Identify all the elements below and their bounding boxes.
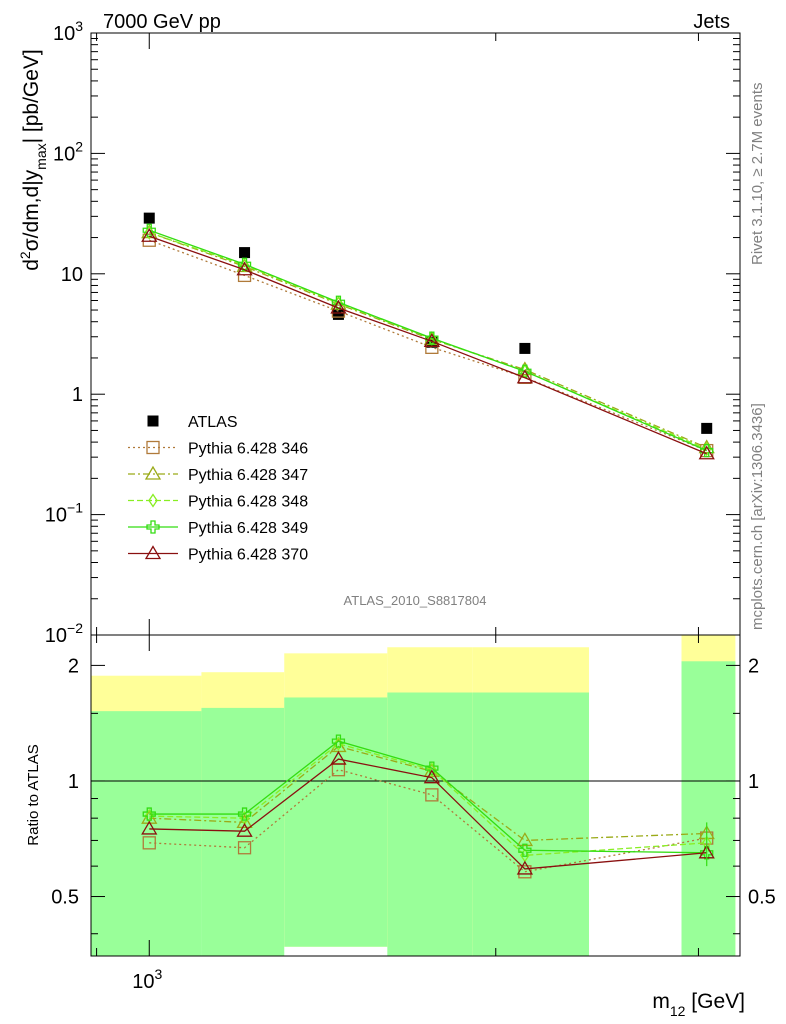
ratio-point: [237, 807, 252, 821]
legend-marker: [144, 545, 162, 560]
header-left: 7000 GeV pp: [103, 11, 221, 33]
axes: 10−2 10−1 1 10 102 103 103 0.5 0.5 1 1 2 2: [45, 18, 776, 993]
ratio-band-green: [472, 692, 589, 956]
data-point: [239, 247, 251, 259]
ratio-uncertainty-bands: [91, 635, 736, 956]
ratio-y-tick-label: 1: [68, 771, 79, 793]
main-y-axis-label: d2σ/dm,d|ymax| [pb/GeV]: [17, 49, 49, 271]
ratio-line: [149, 743, 707, 857]
ratio-line: [149, 745, 707, 842]
data-point: [425, 331, 439, 345]
data-point: [143, 212, 155, 224]
ratio-plot-frame: [90, 634, 741, 957]
ratio-point: [700, 846, 714, 860]
legend-label: Pythia 6.428 348: [188, 494, 308, 511]
data-point: [330, 299, 347, 314]
data-point: [519, 342, 531, 354]
data-point: [426, 336, 438, 348]
analysis-id: ATLAS_2010_S8817804: [344, 593, 487, 608]
ratio-point: [330, 750, 347, 765]
ratio-line: [149, 758, 707, 870]
data-point: [142, 223, 156, 237]
ratio-point: [236, 822, 253, 837]
series-line: [149, 229, 707, 452]
legend: ATLAS Pythia 6.428 346 Pythia 6.428 347 Pyt…: [128, 414, 308, 564]
data-point: [516, 361, 534, 376]
ratio-series: [141, 734, 715, 879]
legend-marker: [146, 440, 160, 455]
main-y-tick-label: 103: [53, 18, 83, 45]
ratio-y-tick-label-right: 2: [748, 655, 759, 677]
ratio-point: [142, 836, 156, 850]
ratio-point: [423, 769, 440, 784]
ratio-y-tick-label-right: 0.5: [748, 887, 776, 909]
x-tick-label: 103: [132, 966, 162, 993]
main-y-tick-label: 102: [53, 138, 83, 165]
main-y-tick-label: 10: [61, 264, 83, 286]
ratio-y-tick-label: 2: [68, 655, 79, 677]
main-y-tick-label: 10−2: [45, 620, 83, 647]
ratio-point: [141, 820, 158, 835]
data-point: [698, 445, 715, 460]
main-series: [141, 212, 715, 460]
side-label-mcplots: mcplots.cern.ch [arXiv:1306.3436]: [749, 403, 766, 630]
ratio-point: [142, 807, 156, 821]
data-point: [700, 443, 714, 458]
ratio-y-tick-label: 0.5: [51, 887, 79, 909]
data-point: [518, 364, 532, 378]
ratio-band-green: [284, 697, 388, 947]
ratio-y-axis-label: Ratio to ATLAS: [25, 744, 42, 845]
ratio-point: [236, 814, 253, 829]
side-label-rivet: Rivet 3.1.10, ≥ 2.7M events: [749, 83, 766, 266]
ratio-point: [516, 832, 534, 847]
legend-marker: [148, 493, 158, 508]
data-point: [236, 261, 253, 276]
ratio-band-green: [387, 692, 473, 956]
ratio-point: [518, 843, 532, 857]
ratio-point: [237, 841, 252, 855]
ratio-band-green: [201, 707, 285, 956]
main-y-tick-label: 1: [72, 384, 83, 406]
legend-label: Pythia 6.428 347: [188, 467, 308, 484]
legend-marker: [147, 415, 159, 427]
ratio-point: [516, 860, 534, 875]
x-axis-label: m12 [GeV]: [652, 990, 745, 1019]
ratio-line: [149, 740, 707, 854]
legend-label: Pythia 6.428 346: [188, 441, 308, 458]
ratio-y-tick-label-right: 1: [748, 771, 759, 793]
legend-label: Pythia 6.428 349: [188, 520, 308, 537]
legend-label: Pythia 6.428 370: [188, 547, 308, 564]
series-line: [149, 235, 707, 455]
data-point: [701, 441, 712, 457]
data-point: [701, 422, 713, 434]
ratio-point: [425, 788, 439, 802]
data-point: [141, 227, 158, 242]
legend-label: ATLAS: [188, 414, 238, 431]
main-y-tick-label: 10−1: [45, 500, 83, 527]
legend-marker: [144, 465, 162, 480]
header-right: Jets: [693, 11, 730, 33]
data-point: [423, 333, 440, 347]
ratio-band-green: [681, 661, 736, 956]
data-point: [516, 369, 534, 384]
legend-marker: [146, 520, 160, 534]
data-point: [332, 308, 344, 320]
main-plot-frame: [90, 32, 741, 636]
data-point: [698, 439, 715, 454]
ratio-point: [331, 734, 346, 748]
